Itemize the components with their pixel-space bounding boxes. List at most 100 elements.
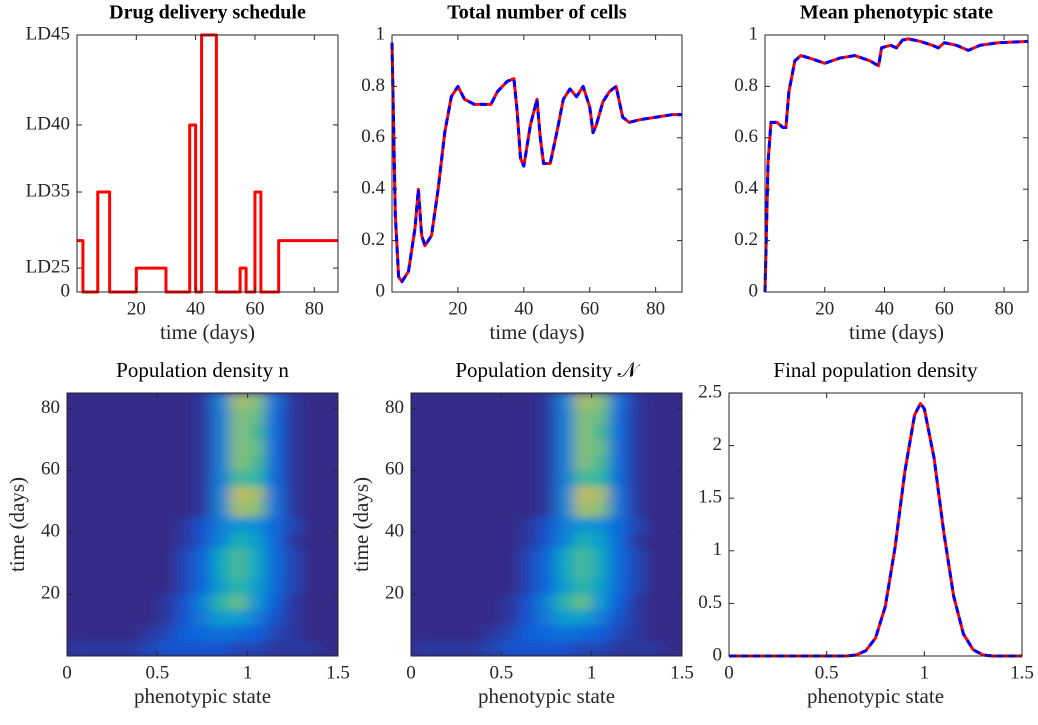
heatmap-cell	[283, 532, 303, 549]
heatmap-cell	[301, 470, 321, 487]
heatmap-cell	[247, 470, 267, 487]
y-tick-label: 0	[61, 280, 71, 301]
heatmap-cell	[447, 439, 466, 456]
heatmap-cell	[319, 393, 338, 409]
heatmap-cell	[211, 454, 231, 471]
heatmap-cell	[229, 423, 249, 440]
heatmap-cell	[609, 640, 629, 656]
heatmap-cell	[645, 547, 665, 564]
heatmap-cell	[283, 501, 303, 518]
heatmap-cell	[103, 609, 122, 626]
heatmap-cell	[211, 640, 231, 656]
heatmap-cell	[555, 454, 575, 471]
heatmap-cell	[67, 625, 86, 642]
heatmap-cell	[591, 594, 611, 611]
heatmap-cell	[247, 640, 267, 656]
heatmap-cell	[501, 640, 520, 656]
heatmap-cell	[609, 408, 629, 425]
y-tick-label: 2	[713, 434, 723, 455]
heatmap-cell	[663, 640, 682, 656]
heatmap-cell	[283, 609, 303, 626]
heatmap-cell	[229, 578, 249, 595]
heatmap-cell	[283, 439, 303, 456]
heatmap-cell	[157, 578, 176, 595]
heatmap-cell	[229, 532, 249, 549]
x-tick-label: 20	[127, 298, 146, 319]
heatmap-cell	[157, 470, 176, 487]
heatmap-cell	[645, 485, 665, 502]
heatmap-cell	[591, 532, 611, 549]
heatmap-cell	[139, 516, 158, 533]
heatmap-cell	[247, 501, 267, 518]
heatmap-cell	[429, 516, 448, 533]
x-axis-label: time (days)	[849, 320, 944, 344]
heatmap-cell	[555, 563, 575, 580]
y-tick-label: 80	[385, 397, 404, 418]
heatmap-cell	[211, 625, 231, 642]
heatmap-cell	[211, 485, 231, 502]
heatmap-cell	[103, 501, 122, 518]
heatmap-cell	[193, 594, 213, 611]
heatmap-cell	[283, 516, 303, 533]
heatmap-cells	[411, 393, 682, 656]
y-tick-label: 2.5	[698, 381, 722, 402]
heatmap-cell	[573, 454, 593, 471]
heatmap-cell	[429, 423, 448, 440]
heatmap-cell	[265, 423, 285, 440]
heatmap-cell	[663, 439, 682, 456]
heatmap-cell	[121, 640, 140, 656]
heatmap-cell	[283, 547, 303, 564]
heatmap-cell	[319, 439, 338, 456]
heatmap-cell	[157, 439, 176, 456]
heatmap-cell	[627, 532, 647, 549]
heatmap-cell	[319, 594, 338, 611]
x-tick-label: 20	[815, 298, 834, 319]
heatmap-cell	[555, 625, 575, 642]
heatmap-cell	[283, 393, 303, 409]
heatmap-cell	[591, 625, 611, 642]
heatmap-cell	[573, 578, 593, 595]
heatmap-cell	[247, 485, 267, 502]
heatmap-cell	[139, 625, 158, 642]
heatmap-cell	[211, 563, 231, 580]
heatmap-cell	[67, 640, 86, 656]
heatmap-cell	[121, 563, 140, 580]
heatmap-cell	[537, 516, 557, 533]
heatmap-cell	[175, 516, 194, 533]
heatmap-cell	[555, 578, 575, 595]
heatmap-cell	[265, 532, 285, 549]
heatmap-cell	[627, 578, 647, 595]
heatmap-cell	[139, 563, 158, 580]
heatmap-cell	[573, 516, 593, 533]
heatmap-cell	[283, 423, 303, 440]
y-tick-label: 0.8	[734, 75, 758, 96]
heatmap-cell	[429, 501, 448, 518]
heatmap-cell	[519, 563, 538, 580]
heatmap-cell	[301, 439, 321, 456]
x-tick-label: 0	[724, 662, 734, 683]
heatmap-cell	[265, 501, 285, 518]
heatmap-cell	[465, 547, 484, 564]
heatmap-cell	[591, 609, 611, 626]
heatmap-cell	[211, 423, 231, 440]
heatmap-cell	[301, 485, 321, 502]
heatmap-cell	[121, 454, 140, 471]
heatmap-cell	[645, 625, 665, 642]
heatmap-cell	[645, 408, 665, 425]
y-tick-label: 0	[376, 280, 386, 301]
heatmap-cell	[121, 516, 140, 533]
x-tick-label: 1	[243, 662, 253, 683]
heatmap-cell	[447, 501, 466, 518]
heatmap-cell	[609, 423, 629, 440]
heatmap-cell	[609, 547, 629, 564]
panel: 20 40 60 80 0 0.2 0.4 0.6 0.8 1 Mean phenotypic st…	[734, 2, 1029, 344]
x-tick-label: 60	[580, 298, 599, 319]
heatmap-cell	[663, 578, 682, 595]
heatmap-cell	[663, 625, 682, 642]
x-tick-label: 0	[62, 662, 72, 683]
chart-title: Drug delivery schedule	[109, 2, 306, 24]
heatmap-cell	[465, 594, 484, 611]
heatmap-cell	[537, 470, 557, 487]
heatmap-cell	[627, 594, 647, 611]
heatmap-cell	[283, 485, 303, 502]
